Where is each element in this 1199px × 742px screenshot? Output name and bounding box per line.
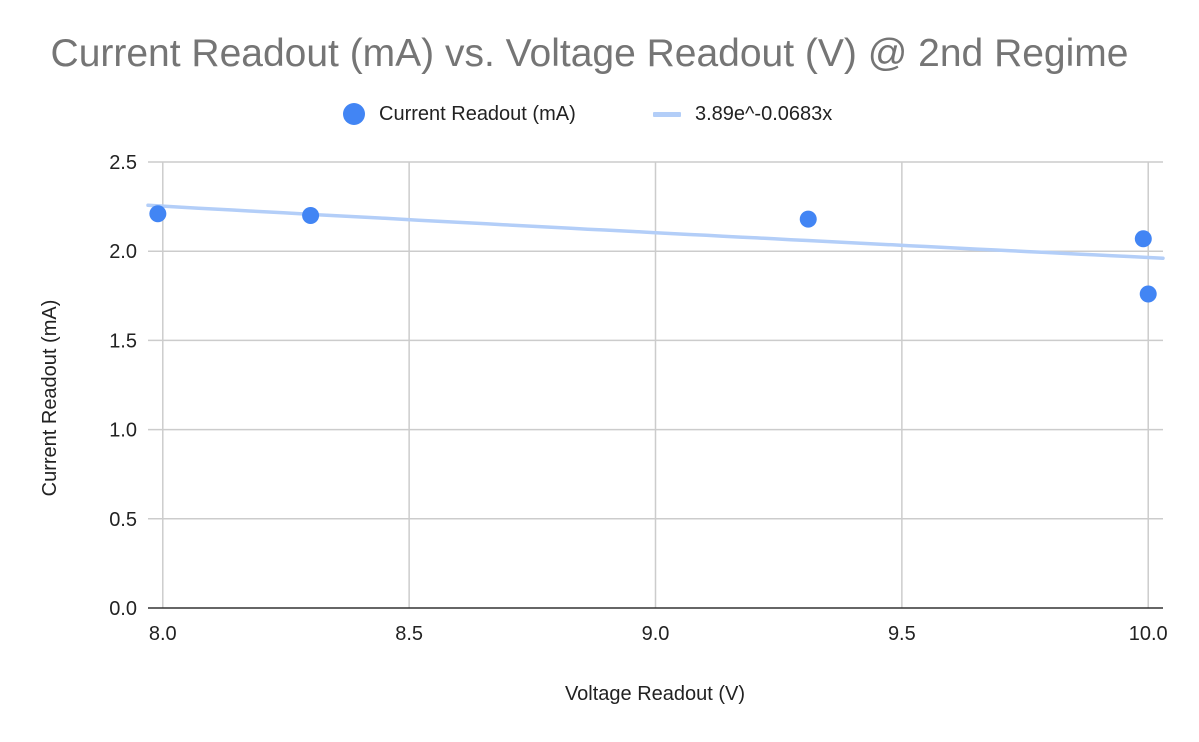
data-point[interactable] xyxy=(1139,285,1157,303)
y-tick-label: 0.5 xyxy=(109,509,137,531)
x-tick-label: 10.0 xyxy=(1129,623,1168,645)
x-tick-label: 8.5 xyxy=(395,623,423,645)
x-tick-label: 9.5 xyxy=(888,623,916,645)
chart-title: Current Readout (mA) vs. Voltage Readout… xyxy=(50,32,1129,75)
y-tick-label: 0.0 xyxy=(109,598,137,620)
legend-item-series[interactable]: Current Readout (mA) xyxy=(343,98,576,130)
legend-item-trendline[interactable]: 3.89e^-0.0683x xyxy=(653,98,832,130)
legend-marker-line-icon xyxy=(653,111,681,117)
data-point[interactable] xyxy=(149,205,167,223)
legend-marker-dot-icon xyxy=(343,103,365,125)
x-tick-label: 9.0 xyxy=(642,623,670,645)
y-tick-label: 2.5 xyxy=(109,152,137,174)
y-tick-label: 1.0 xyxy=(109,420,137,442)
legend: Current Readout (mA) 3.89e^-0.0683x xyxy=(0,98,1199,130)
legend-label-series: Current Readout (mA) xyxy=(379,102,576,125)
data-point[interactable] xyxy=(1134,230,1152,248)
y-tick-label: 1.5 xyxy=(109,330,137,352)
x-axis-title: Voltage Readout (V) xyxy=(565,683,745,705)
y-tick-label: 2.0 xyxy=(109,241,137,263)
legend-label-trendline: 3.89e^-0.0683x xyxy=(695,102,833,125)
data-point[interactable] xyxy=(799,210,817,228)
data-point[interactable] xyxy=(302,207,320,225)
y-axis-title: Current Readout (mA) xyxy=(39,300,61,497)
x-tick-label: 8.0 xyxy=(149,623,177,645)
